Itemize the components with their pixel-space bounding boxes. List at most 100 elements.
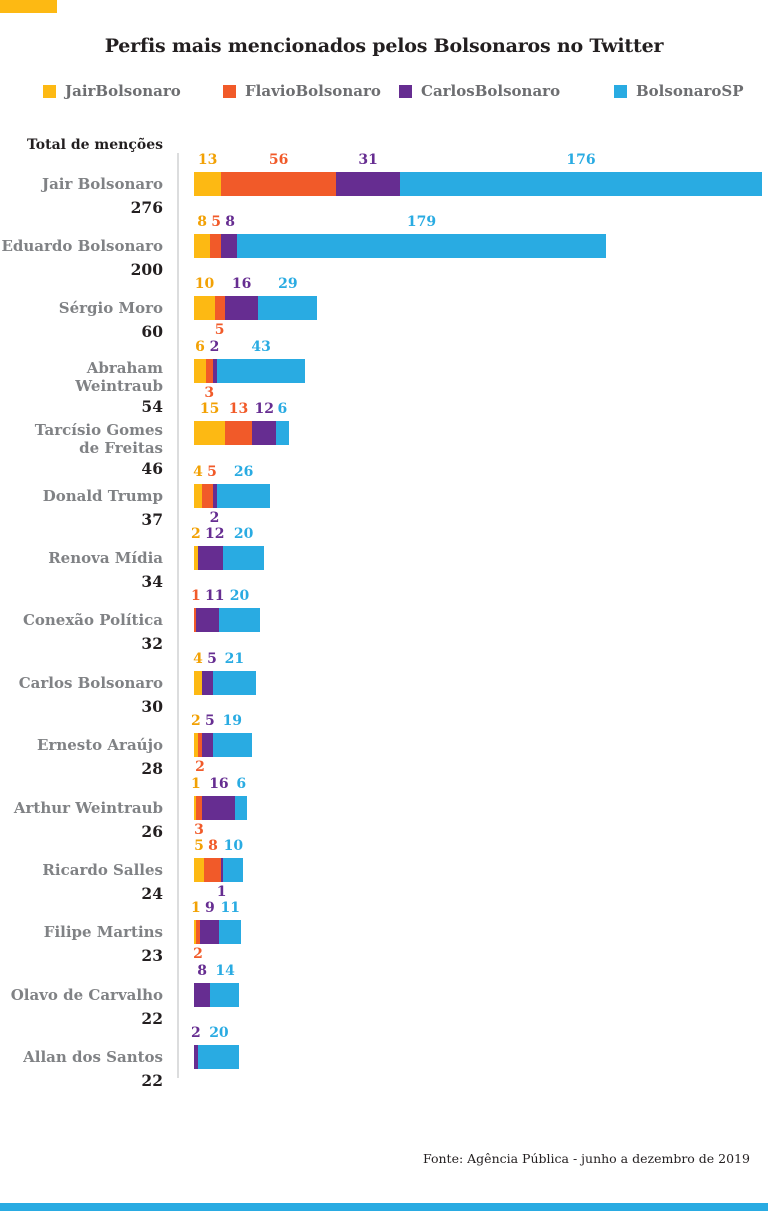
bar-segment-CarlosBolsonaro: [220, 234, 238, 258]
stacked-bar: [194, 234, 606, 258]
value-label-BolsonaroSP: 10: [223, 838, 244, 854]
bar-segment-FlavioBolsonaro: [196, 796, 203, 820]
row-label-block: Eduardo Bolsonaro 200: [0, 234, 163, 278]
bar-segment-BolsonaroSP: [222, 546, 264, 570]
page-title: Perfis mais mencionados pelos Bolsonaros…: [104, 34, 664, 57]
chart-row: Renova Mídia 34 2 12 20: [0, 527, 768, 590]
value-label-JairBolsonaro: 4: [193, 464, 203, 480]
bar-segment-CarlosBolsonaro: [202, 671, 213, 695]
row-label-block: Tarcísio Gomes de Freitas 46: [0, 421, 163, 477]
value-label-CarlosBolsonaro: 1: [216, 884, 227, 900]
value-label-FlavioBolsonaro: 2: [195, 759, 205, 775]
chart-row: Carlos Bolsonaro 30 4 5 21: [0, 652, 768, 715]
row-label-block: Olavo de Carvalho 22: [0, 983, 163, 1027]
chart-row: Conexão Política 32 1 11 20: [0, 589, 768, 652]
legend-item: CarlosBolsonaro: [399, 84, 560, 99]
row-label-block: Filipe Martins 23: [0, 920, 163, 964]
row-name: Donald Trump: [42, 487, 163, 505]
value-label-JairBolsonaro: 5: [194, 838, 204, 854]
value-label-CarlosBolsonaro: 16: [209, 776, 229, 792]
stacked-bar: [194, 546, 264, 570]
row-name: Arthur Weintraub: [13, 799, 163, 817]
bar-segment-BolsonaroSP: [198, 1045, 240, 1069]
row-total: 24: [141, 884, 163, 903]
bar-segment-FlavioBolsonaro: [224, 421, 252, 445]
bar-segment-BolsonaroSP: [218, 920, 242, 944]
bar-segment-JairBolsonaro: [194, 858, 205, 882]
stacked-bar: [194, 608, 260, 632]
bar-segment-BolsonaroSP: [218, 608, 260, 632]
row-label-block: Ricardo Salles 24: [0, 858, 163, 902]
row-label-block: Donald Trump 37: [0, 484, 163, 528]
row-name: Tarcísio Gomes de Freitas: [34, 421, 163, 457]
value-label-CarlosBolsonaro: 11: [205, 588, 225, 604]
bar-segment-BolsonaroSP: [276, 421, 289, 445]
stacked-bar: [194, 359, 306, 383]
bar-segment-BolsonaroSP: [237, 234, 606, 258]
bar-segment-BolsonaroSP: [212, 733, 252, 757]
chart-row: Olavo de Carvalho 22 8 14: [0, 964, 768, 1027]
bar-segment-JairBolsonaro: [194, 484, 203, 508]
row-total: 23: [141, 946, 163, 965]
value-label-JairBolsonaro: 2: [191, 526, 201, 542]
bar-segment-JairBolsonaro: [194, 546, 199, 570]
chart-row: Sérgio Moro 60 10 5 16 29: [0, 277, 768, 340]
value-label-CarlosBolsonaro: 5: [205, 713, 215, 729]
value-label-JairBolsonaro: 10: [194, 276, 215, 292]
row-label-block: Jair Bolsonaro 276: [0, 172, 163, 216]
value-label-FlavioBolsonaro: 5: [211, 214, 221, 230]
value-label-BolsonaroSP: 20: [209, 1025, 229, 1041]
chart-row: Donald Trump 37 4 5 2 26: [0, 465, 768, 528]
row-total: 37: [141, 510, 163, 529]
value-label-BolsonaroSP: 43: [251, 339, 271, 355]
stacked-bar: [194, 983, 240, 1007]
bar-segment-CarlosBolsonaro: [202, 733, 213, 757]
bar-segment-BolsonaroSP: [399, 172, 762, 196]
stacked-bar: [194, 484, 271, 508]
stacked-bar: [194, 920, 242, 944]
value-label-BolsonaroSP: 6: [236, 776, 247, 792]
value-label-FlavioBolsonaro: 5: [207, 464, 217, 480]
stacked-bar: [194, 172, 762, 196]
row-total: 30: [141, 697, 163, 716]
value-label-FlavioBolsonaro: 56: [268, 152, 289, 168]
bar-segment-JairBolsonaro: [194, 671, 203, 695]
legend-swatch-icon: [614, 84, 627, 98]
value-label-JairBolsonaro: 1: [191, 900, 201, 916]
chart-legend: JairBolsonaro FlavioBolsonaro CarlosBols…: [0, 84, 768, 100]
value-label-FlavioBolsonaro: 2: [193, 946, 203, 962]
row-name: Eduardo Bolsonaro: [1, 237, 163, 255]
source-credit: Fonte: Agência Pública - junho a dezembr…: [422, 1151, 750, 1166]
row-total: 22: [141, 1009, 163, 1028]
value-label-BolsonaroSP: 14: [215, 963, 235, 979]
row-name: Renova Mídia: [48, 549, 163, 567]
chart-row: Filipe Martins 23 1 2 9 11: [0, 901, 768, 964]
axis-heading: Total de menções: [26, 137, 163, 153]
value-label-FlavioBolsonaro: 13: [228, 401, 249, 417]
bar-segment-CarlosBolsonaro: [335, 172, 400, 196]
value-label-CarlosBolsonaro: 12: [254, 401, 274, 417]
value-label-CarlosBolsonaro: 8: [225, 214, 235, 230]
bar-segment-FlavioBolsonaro: [194, 608, 197, 632]
bar-segment-CarlosBolsonaro: [194, 983, 211, 1007]
bar-segment-BolsonaroSP: [210, 983, 240, 1007]
legend-swatch-icon: [223, 84, 236, 98]
axis-baseline: [177, 153, 179, 1078]
bottom-accent-bar: [0, 1203, 768, 1211]
chart-row: Jair Bolsonaro 276 13 56 31 176: [0, 153, 768, 216]
bar-segment-JairBolsonaro: [194, 359, 207, 383]
value-label-BolsonaroSP: 26: [233, 464, 254, 480]
value-label-JairBolsonaro: 6: [195, 339, 205, 355]
row-label-block: Sérgio Moro 60: [0, 296, 163, 340]
value-label-FlavioBolsonaro: 3: [204, 385, 215, 401]
bar-segment-BolsonaroSP: [216, 484, 271, 508]
row-name: Ricardo Salles: [42, 861, 163, 879]
legend-label: BolsonaroSP: [636, 82, 744, 100]
stacked-bar: [194, 671, 256, 695]
value-label-BolsonaroSP: 19: [222, 713, 243, 729]
row-name: Abraham Weintraub: [75, 359, 163, 395]
stacked-bar: [194, 296, 318, 320]
row-name: Carlos Bolsonaro: [18, 674, 163, 692]
value-label-BolsonaroSP: 176: [566, 152, 596, 168]
bar-segment-JairBolsonaro: [194, 796, 197, 820]
